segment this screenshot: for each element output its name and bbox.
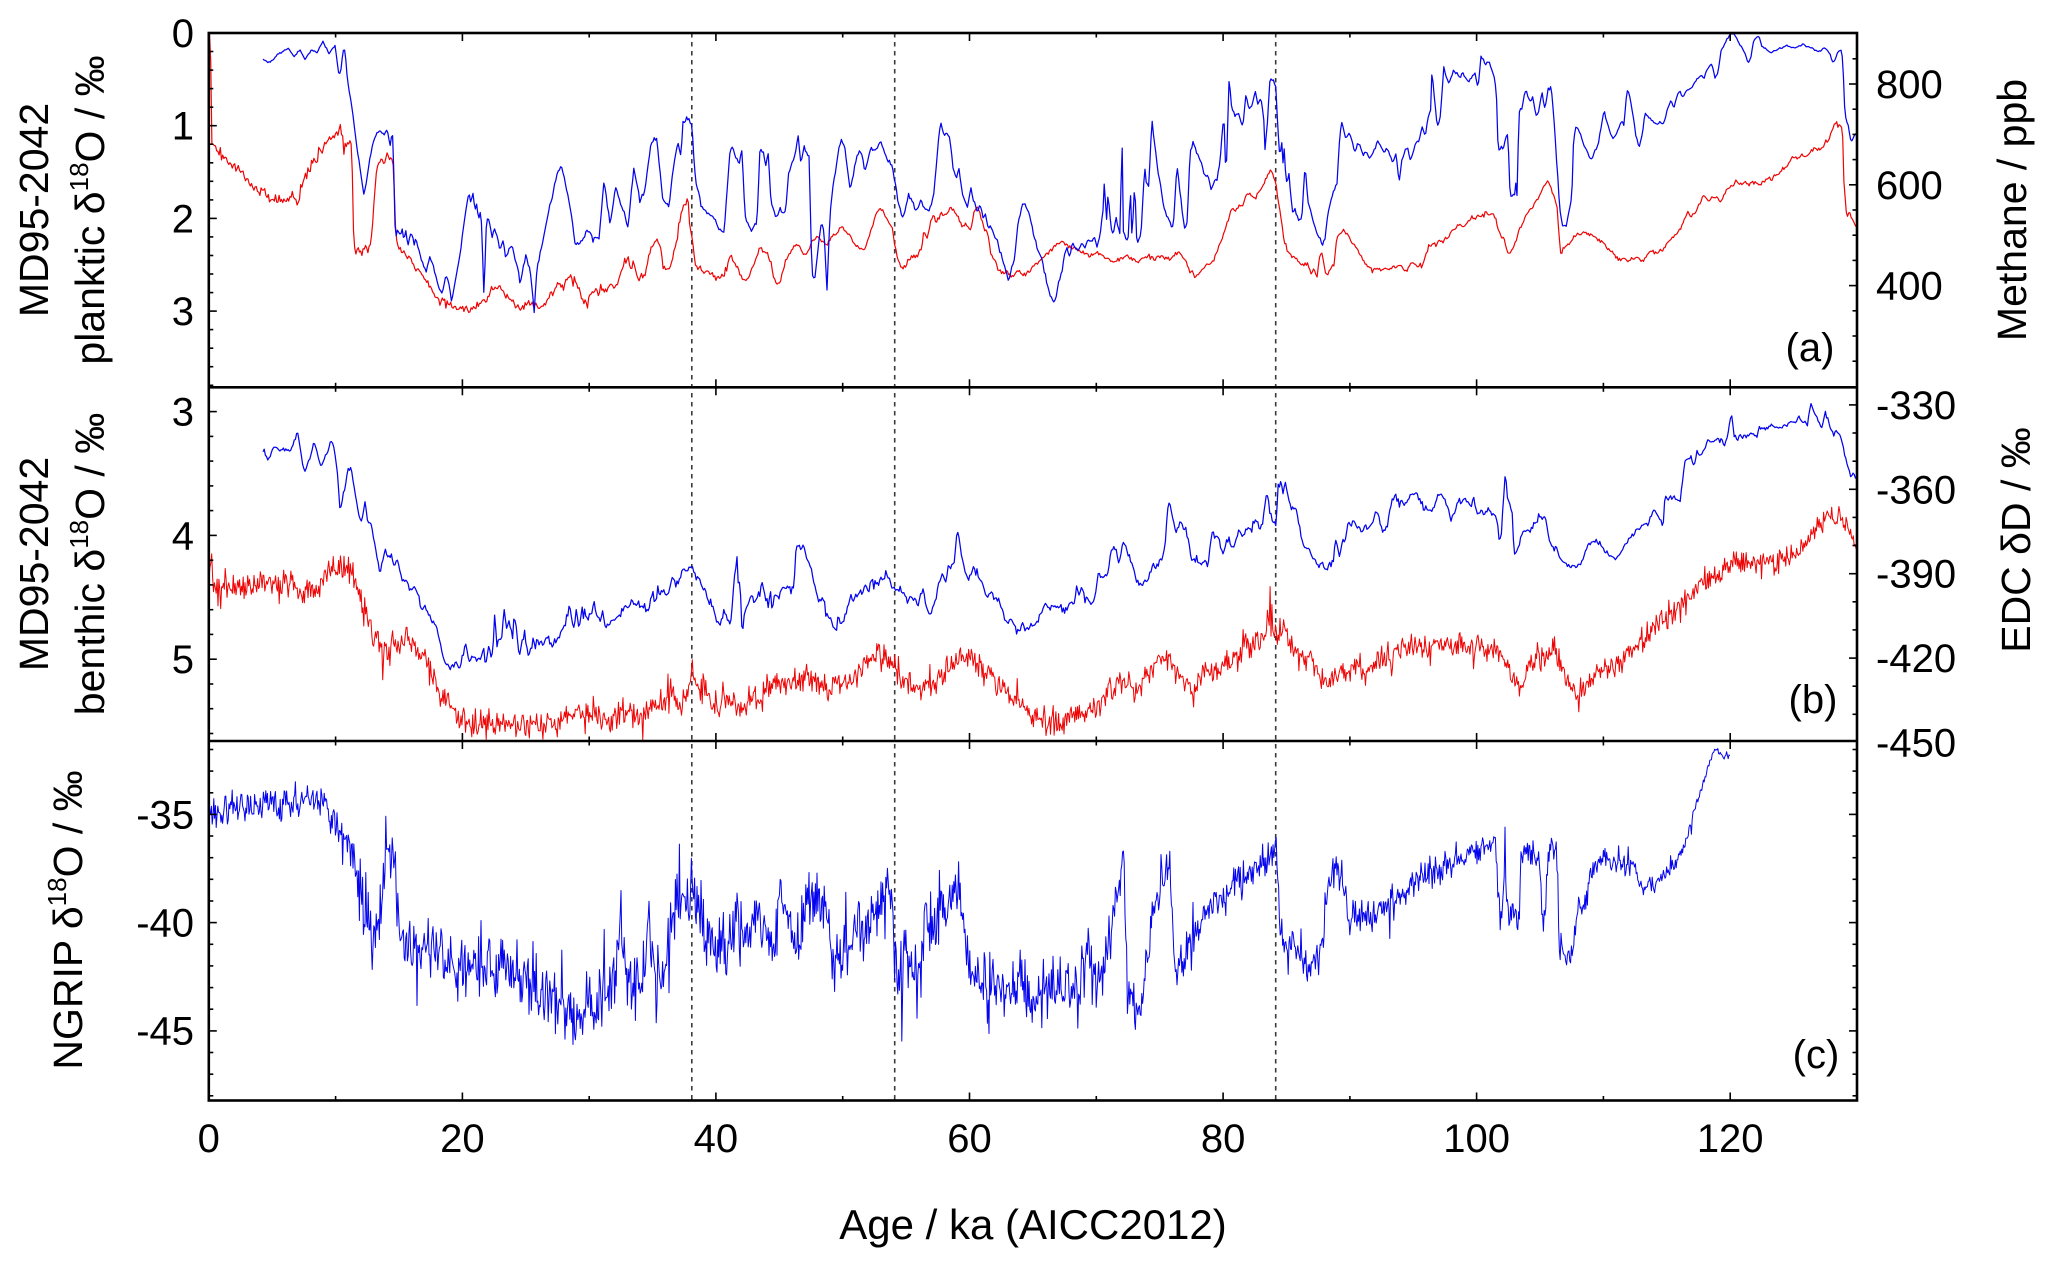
svg-text:benthic δ18O / ‰: benthic δ18O / ‰ [64, 413, 113, 715]
svg-text:2: 2 [172, 197, 194, 241]
svg-text:Age / ka (AICC2012): Age / ka (AICC2012) [839, 1201, 1227, 1248]
svg-text:(c): (c) [1793, 1033, 1840, 1077]
svg-text:5: 5 [172, 638, 194, 682]
svg-text:MD95-2042: MD95-2042 [11, 103, 57, 317]
svg-text:120: 120 [1697, 1117, 1764, 1161]
svg-text:60: 60 [947, 1117, 992, 1161]
svg-text:80: 80 [1201, 1117, 1246, 1161]
svg-text:3: 3 [172, 290, 194, 334]
svg-text:-330: -330 [1876, 384, 1956, 428]
svg-text:-45: -45 [136, 1010, 194, 1054]
svg-text:EDC δD / ‰: EDC δD / ‰ [1993, 427, 2039, 653]
svg-text:600: 600 [1876, 164, 1943, 208]
svg-text:-420: -420 [1876, 637, 1956, 681]
svg-text:3: 3 [172, 391, 194, 435]
svg-text:planktic δ18O / ‰: planktic δ18O / ‰ [64, 55, 113, 364]
svg-text:4: 4 [172, 514, 194, 558]
svg-text:NGRIP δ18O / ‰: NGRIP δ18O / ‰ [42, 770, 91, 1069]
svg-text:0: 0 [172, 12, 194, 56]
svg-text:800: 800 [1876, 63, 1943, 107]
svg-text:1: 1 [172, 105, 194, 149]
svg-text:(a): (a) [1786, 326, 1835, 370]
svg-text:20: 20 [440, 1117, 485, 1161]
svg-text:400: 400 [1876, 265, 1943, 309]
svg-text:MD95-2042: MD95-2042 [11, 457, 57, 671]
svg-text:100: 100 [1443, 1117, 1510, 1161]
svg-text:(b): (b) [1789, 678, 1838, 722]
svg-text:-450: -450 [1876, 722, 1956, 766]
svg-text:-40: -40 [136, 902, 194, 946]
svg-text:Methane / ppb: Methane / ppb [1989, 79, 2035, 341]
svg-text:0: 0 [198, 1117, 220, 1161]
svg-text:-35: -35 [136, 793, 194, 837]
svg-text:-390: -390 [1876, 553, 1956, 597]
svg-text:-360: -360 [1876, 468, 1956, 512]
svg-text:40: 40 [694, 1117, 739, 1161]
